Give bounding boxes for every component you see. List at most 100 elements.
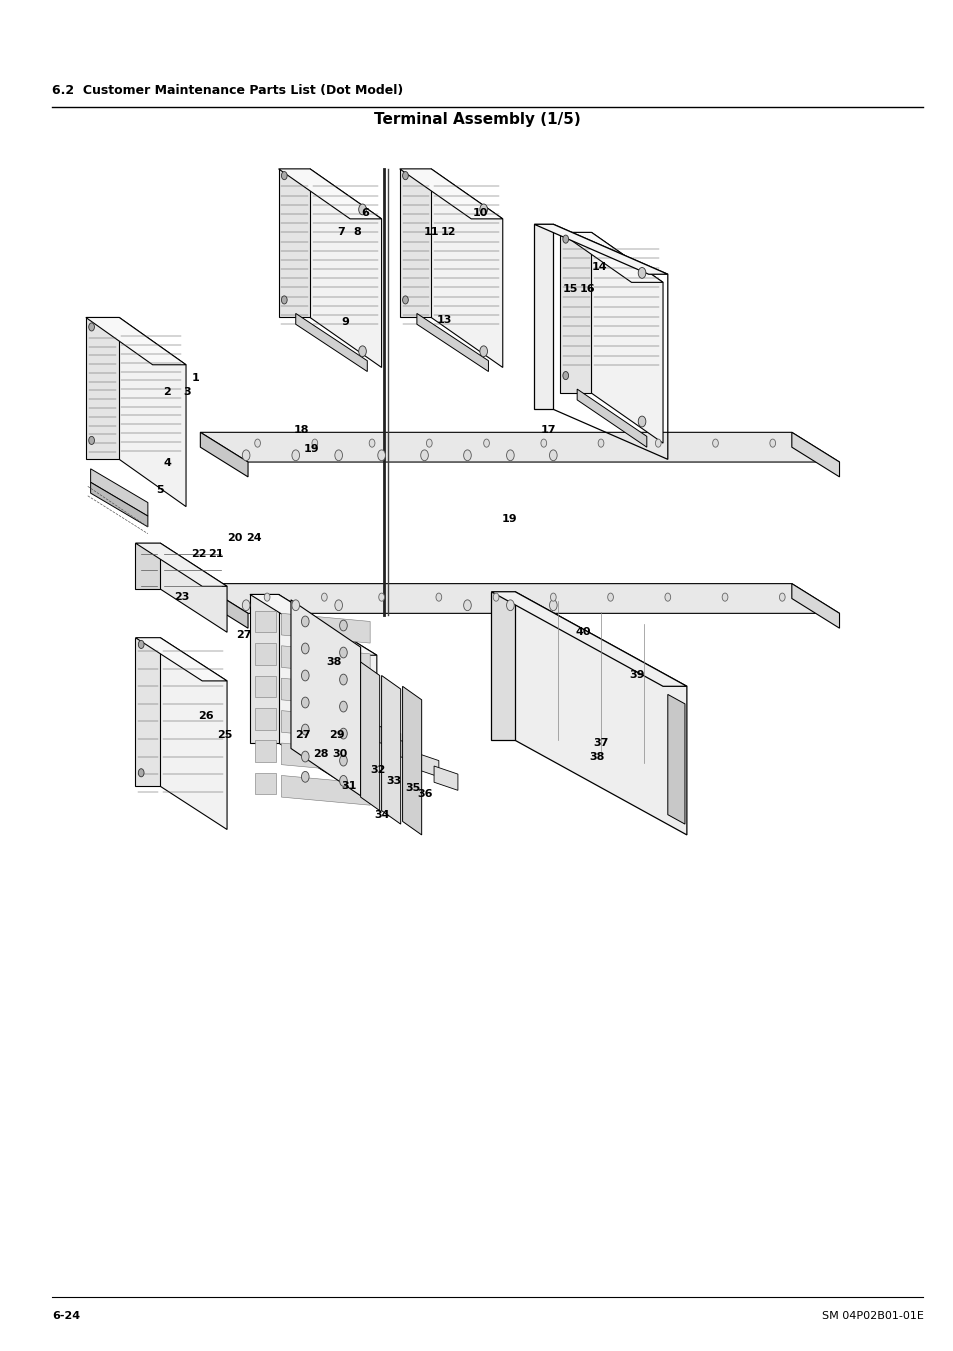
Polygon shape (119, 317, 186, 507)
Polygon shape (434, 766, 457, 790)
Text: 21: 21 (208, 549, 223, 559)
Polygon shape (415, 753, 438, 777)
Text: 34: 34 (374, 809, 389, 820)
Text: 36: 36 (417, 789, 433, 800)
Text: 23: 23 (174, 592, 190, 603)
Text: 16: 16 (579, 284, 595, 295)
Polygon shape (559, 232, 591, 393)
Text: 19: 19 (501, 513, 517, 524)
Circle shape (264, 593, 270, 601)
Text: 1: 1 (192, 373, 199, 384)
Circle shape (301, 670, 309, 681)
Polygon shape (360, 662, 379, 811)
Polygon shape (135, 638, 227, 681)
Text: 28: 28 (313, 748, 328, 759)
Circle shape (426, 439, 432, 447)
Circle shape (655, 439, 660, 447)
Circle shape (138, 769, 144, 777)
Circle shape (339, 701, 347, 712)
Circle shape (721, 593, 727, 601)
Text: 7: 7 (337, 227, 345, 238)
Polygon shape (250, 594, 278, 743)
Polygon shape (250, 594, 376, 655)
Polygon shape (135, 543, 160, 589)
Text: 5: 5 (156, 485, 164, 496)
Polygon shape (254, 611, 275, 632)
Circle shape (712, 439, 718, 447)
Circle shape (301, 697, 309, 708)
Text: 20: 20 (227, 532, 242, 543)
Circle shape (549, 600, 557, 611)
Circle shape (769, 439, 775, 447)
Circle shape (292, 600, 299, 611)
Circle shape (779, 593, 784, 601)
Circle shape (335, 600, 342, 611)
Polygon shape (86, 317, 119, 459)
Polygon shape (591, 232, 662, 443)
Polygon shape (200, 584, 248, 628)
Polygon shape (515, 592, 686, 835)
Text: 27: 27 (295, 730, 311, 740)
Polygon shape (281, 711, 370, 740)
Polygon shape (291, 600, 360, 796)
Text: SM 04P02B01-01E: SM 04P02B01-01E (821, 1312, 923, 1321)
Polygon shape (200, 432, 248, 477)
Text: 2: 2 (163, 386, 171, 397)
Text: 40: 40 (575, 627, 590, 638)
Polygon shape (395, 739, 419, 763)
Circle shape (402, 172, 408, 180)
Polygon shape (295, 313, 367, 372)
Circle shape (540, 439, 546, 447)
Polygon shape (791, 584, 839, 628)
Polygon shape (254, 773, 275, 794)
Circle shape (607, 593, 613, 601)
Circle shape (339, 755, 347, 766)
Circle shape (301, 643, 309, 654)
Text: 32: 32 (370, 765, 385, 775)
Text: 35: 35 (405, 782, 420, 793)
Circle shape (339, 620, 347, 631)
Circle shape (598, 439, 603, 447)
Polygon shape (160, 638, 227, 830)
Circle shape (549, 450, 557, 461)
Text: 9: 9 (341, 316, 349, 327)
Circle shape (436, 593, 441, 601)
Circle shape (479, 346, 487, 357)
Circle shape (281, 296, 287, 304)
Polygon shape (200, 584, 839, 613)
Circle shape (463, 600, 471, 611)
Circle shape (138, 640, 144, 648)
Polygon shape (376, 725, 400, 750)
Polygon shape (278, 169, 381, 219)
Circle shape (638, 267, 645, 278)
Polygon shape (399, 169, 502, 219)
Text: 29: 29 (329, 730, 344, 740)
Circle shape (339, 775, 347, 786)
Polygon shape (559, 232, 662, 282)
Text: 38: 38 (326, 657, 341, 667)
Circle shape (89, 323, 94, 331)
Polygon shape (91, 469, 148, 516)
Polygon shape (667, 694, 684, 824)
Text: 6.2  Customer Maintenance Parts List (Dot Model): 6.2 Customer Maintenance Parts List (Dot… (52, 84, 403, 97)
Polygon shape (135, 543, 227, 586)
Circle shape (301, 616, 309, 627)
Text: 8: 8 (354, 227, 361, 238)
Polygon shape (254, 740, 275, 762)
Polygon shape (791, 432, 839, 477)
Text: 10: 10 (473, 208, 488, 219)
Circle shape (562, 235, 568, 243)
Circle shape (420, 450, 428, 461)
Circle shape (312, 439, 317, 447)
Circle shape (506, 450, 514, 461)
Circle shape (339, 674, 347, 685)
Circle shape (292, 450, 299, 461)
Circle shape (506, 600, 514, 611)
Polygon shape (278, 594, 376, 804)
Circle shape (378, 593, 384, 601)
Text: 30: 30 (332, 748, 347, 759)
Text: 25: 25 (217, 730, 233, 740)
Text: 19: 19 (303, 443, 318, 454)
Text: 4: 4 (164, 458, 172, 469)
Text: 6-24: 6-24 (52, 1312, 80, 1321)
